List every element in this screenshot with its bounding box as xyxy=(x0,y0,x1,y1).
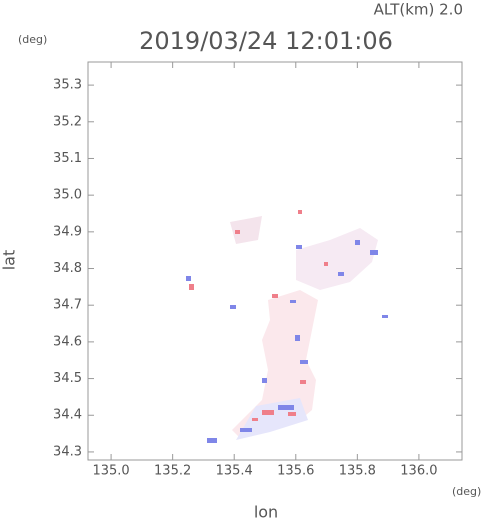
y-tick-label: 34.6 xyxy=(53,334,82,349)
subtitle: ALT(km) 2.0 xyxy=(374,1,463,19)
y-axis-label: lat xyxy=(0,250,19,271)
y-tick-label: 35.1 xyxy=(53,151,82,166)
x-axis-label: lon xyxy=(254,503,278,521)
echo-field xyxy=(186,210,388,443)
echo-speckles xyxy=(189,210,328,421)
chart-title: 2019/03/24 12:01:06 xyxy=(139,27,393,55)
y-tick-label: 34.5 xyxy=(53,371,82,386)
echo xyxy=(230,216,262,244)
y-tick-label: 34.7 xyxy=(53,298,82,313)
x-tick-label: 136.0 xyxy=(400,464,437,479)
x-tick-label: 135.2 xyxy=(154,464,191,479)
x-tick-label: 135.4 xyxy=(216,464,253,479)
y-tick-label: 35.2 xyxy=(53,114,82,129)
echo-speckles xyxy=(186,240,388,443)
echo xyxy=(296,228,378,290)
y-tick-label: 35.3 xyxy=(53,78,82,93)
y-tick-label: 34.4 xyxy=(53,408,82,423)
x-unit: (deg) xyxy=(452,485,481,498)
x-tick-label: 135.0 xyxy=(92,464,129,479)
y-tick-label: 35.0 xyxy=(53,188,82,203)
y-tick-label: 34.8 xyxy=(53,261,82,276)
y-tick-label: 34.9 xyxy=(53,224,82,239)
x-tick-label: 135.6 xyxy=(277,464,314,479)
plot-frame xyxy=(87,61,463,461)
y-unit: (deg) xyxy=(18,33,47,46)
x-tick-label: 135.8 xyxy=(339,464,376,479)
y-tick-label: 34.3 xyxy=(53,444,82,459)
